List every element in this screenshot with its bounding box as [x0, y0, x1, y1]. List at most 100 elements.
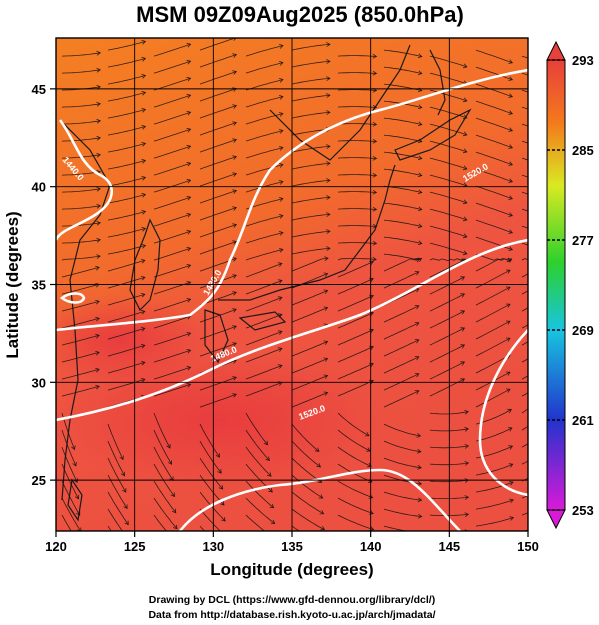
streamline-arrow [323, 272, 329, 277]
streamline [199, 173, 237, 187]
streamline [245, 130, 283, 142]
streamline [429, 72, 467, 85]
streamline-arrow [462, 114, 468, 120]
streamline-arrow [186, 298, 192, 303]
streamline-arrow [96, 135, 101, 141]
contour-1440 [56, 119, 114, 241]
streamline [153, 446, 174, 481]
streamline [153, 77, 191, 91]
streamline [383, 202, 422, 210]
streamline [61, 385, 100, 397]
streamline [429, 140, 467, 153]
streamline-arrow [268, 487, 273, 493]
streamline-arrow [96, 203, 101, 209]
streamline-arrow [141, 243, 147, 249]
colorbar-tick-label: 277 [572, 233, 594, 248]
streamline-arrow [414, 373, 420, 378]
streamline-arrow [372, 104, 378, 110]
streamline-arrow [73, 478, 78, 484]
streamline-arrow [326, 144, 331, 149]
streamline [107, 474, 128, 509]
streamline-arrow [95, 316, 100, 322]
streamline [107, 491, 129, 525]
streamline-arrow [460, 276, 466, 281]
streamline-arrow [141, 39, 147, 45]
streamline-arrow [509, 498, 514, 504]
streamline-arrow [72, 461, 77, 467]
streamline-arrow [417, 70, 423, 76]
streamline [429, 327, 465, 346]
streamline [337, 191, 377, 193]
streamline [153, 196, 191, 210]
streamline [383, 423, 421, 437]
streamline [153, 162, 191, 176]
streamline-arrow [140, 377, 146, 383]
streamline-arrow [417, 257, 423, 263]
streamline-arrow [232, 308, 237, 313]
streamline [107, 361, 145, 374]
streamline [337, 174, 377, 176]
streamline-arrow [232, 325, 237, 330]
streamline-arrow [140, 275, 146, 281]
streamline [245, 96, 283, 108]
colorbar-tick-label: 293 [572, 53, 594, 68]
streamline-arrow [186, 93, 192, 99]
streamline-arrow [278, 163, 284, 168]
streamline [245, 382, 283, 397]
streamline-arrow [122, 488, 127, 493]
x-tick-label: 140 [360, 539, 382, 554]
streamline-arrow [417, 53, 423, 59]
streamline-arrow [326, 110, 331, 115]
streamline [337, 225, 377, 227]
streamline [61, 222, 101, 227]
streamline-arrow [141, 56, 147, 62]
streamline-arrow [95, 265, 100, 271]
streamline [107, 143, 146, 153]
streamline [245, 365, 283, 380]
streamline-arrow [508, 127, 514, 132]
streamline [291, 60, 330, 68]
streamline [199, 207, 237, 221]
streamline [337, 258, 377, 261]
streamline [475, 427, 513, 442]
streamline [337, 363, 374, 380]
streamline-arrow [464, 495, 470, 500]
colorbar-tick-label: 261 [572, 413, 594, 428]
y-tick-label: 25 [32, 473, 46, 488]
streamline [61, 239, 101, 244]
streamline-arrow [186, 42, 192, 48]
streamline-arrow [314, 447, 320, 452]
streamline [383, 168, 422, 176]
y-tick-label: 35 [32, 278, 46, 293]
streamline-arrow [462, 165, 468, 171]
colorbar-extend-top [546, 40, 566, 61]
streamline-arrow [462, 63, 468, 69]
streamline-arrow [320, 525, 326, 531]
streamline-arrow [460, 378, 466, 383]
streamline-arrow [232, 172, 238, 177]
streamline [107, 276, 145, 289]
streamline-arrow [186, 144, 192, 150]
streamline-arrow [464, 529, 469, 531]
streamline [475, 258, 511, 272]
streamline-arrow [96, 254, 101, 259]
streamline [337, 261, 374, 278]
streamline-arrow [232, 257, 237, 262]
streamline-arrow [96, 237, 101, 243]
streamline [199, 491, 226, 522]
streamline-arrow [277, 296, 283, 301]
streamline [383, 49, 422, 57]
streamline [107, 41, 146, 51]
streamline [153, 111, 191, 125]
streamline [429, 225, 467, 238]
streamline [429, 242, 467, 255]
streamline [337, 278, 374, 295]
streamline-arrow [140, 309, 146, 315]
streamline [521, 408, 528, 414]
streamline-arrow [508, 161, 514, 166]
streamline [153, 264, 191, 278]
streamline-arrow [186, 161, 192, 167]
streamline-arrow [96, 186, 101, 192]
streamline-arrow [508, 246, 514, 251]
streamline [291, 145, 330, 153]
